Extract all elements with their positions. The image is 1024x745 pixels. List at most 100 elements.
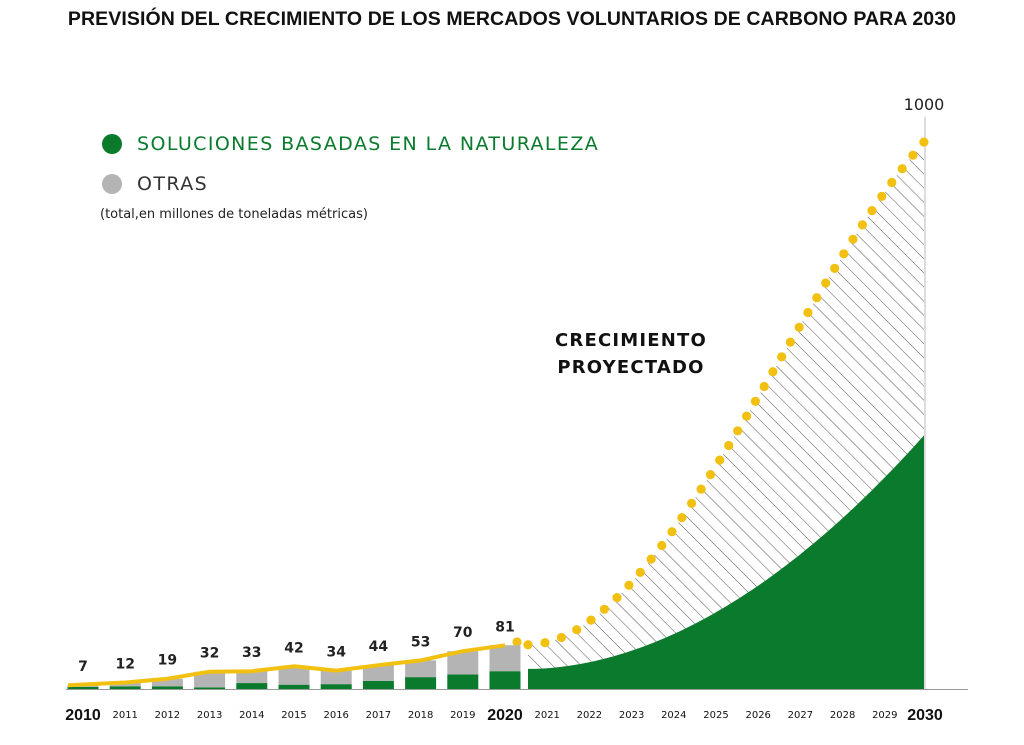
bar-nature-2016	[320, 684, 352, 689]
legend-label-other: OTRAS	[137, 173, 209, 195]
x-tick-label-2011: 2011	[112, 710, 137, 721]
projection-dot	[572, 625, 582, 635]
x-tick-label-2029: 2029	[872, 710, 897, 721]
legend: SOLUCIONES BASADAS EN LA NATURALEZA OTRA…	[102, 124, 599, 204]
bar-nature-2019	[447, 674, 479, 689]
projection-dot	[556, 632, 567, 643]
projection-dot	[696, 484, 706, 494]
x-tick-label-2018: 2018	[408, 710, 433, 721]
x-tick-label-2025: 2025	[703, 710, 728, 721]
bar-other-2019	[447, 651, 479, 675]
projection-dot	[733, 426, 743, 436]
projection-dot	[667, 527, 677, 537]
x-tick-label-2024: 2024	[661, 710, 686, 721]
projection-dot	[715, 455, 725, 465]
bar-other-2016	[320, 670, 352, 685]
x-tick-label-2015: 2015	[281, 710, 306, 721]
bar-other-2020	[489, 645, 521, 672]
chart-title: PREVISIÓN DEL CRECIMIENTO DE LOS MERCADO…	[67, 8, 957, 30]
legend-item-other: OTRAS	[102, 164, 599, 204]
x-tick-label-2019: 2019	[450, 710, 475, 721]
projection-dot	[897, 164, 907, 174]
projection-dot	[768, 367, 778, 377]
data-label-2010: 7	[78, 659, 88, 675]
projection-dot	[908, 150, 918, 160]
data-label-2018: 53	[411, 634, 430, 650]
data-label-2016: 34	[326, 645, 346, 661]
x-tick-label-2016: 2016	[323, 710, 348, 721]
bar-other-2017	[362, 665, 394, 681]
projection-dot	[724, 440, 734, 451]
x-tick-label-2020: 2020	[487, 707, 523, 724]
projection-dot	[612, 593, 622, 603]
data-label-2011: 12	[115, 657, 134, 673]
projection-dot	[830, 263, 840, 273]
bar-nature-2015	[278, 684, 310, 689]
bar-nature-2014	[236, 683, 268, 689]
projection-dot	[523, 640, 533, 650]
total-line-path	[67, 643, 506, 688]
data-label-2013: 32	[200, 646, 219, 662]
projection-dot	[599, 604, 610, 614]
bar-nature-2011	[109, 686, 141, 689]
projection-label-line2: PROYECTADO	[557, 357, 705, 378]
bar-nature-2013	[194, 687, 226, 689]
bar-other-2014	[236, 671, 268, 684]
projection-dot	[687, 498, 697, 508]
projection-dot	[803, 307, 813, 318]
bar-other-2013	[194, 671, 226, 688]
x-tick-label-2010: 2010	[65, 707, 101, 724]
legend-swatch-nature	[102, 134, 122, 154]
legend-label-nature: SOLUCIONES BASADAS EN LA NATURALEZA	[137, 133, 600, 155]
projection-total-dots	[512, 137, 929, 650]
projection-dot	[812, 293, 822, 303]
legend-item-nature: SOLUCIONES BASADAS EN LA NATURALEZA	[102, 124, 599, 164]
bar-other-2015	[278, 666, 310, 685]
projection-dot	[677, 513, 687, 523]
x-tick-label-2027: 2027	[788, 710, 813, 721]
projection-dot	[919, 137, 929, 147]
projection-dot	[839, 249, 849, 259]
data-labels: 7 12 19 32 33 42 34 44 53 70 81 1000	[78, 95, 944, 675]
data-label-2019: 70	[453, 625, 473, 641]
x-tick-label-2022: 2022	[577, 710, 602, 721]
projection-dot	[759, 381, 769, 392]
data-label-2014: 33	[242, 645, 261, 661]
projection-dot	[750, 396, 761, 406]
bar-nature-2018	[405, 677, 437, 689]
x-tick-label-2030: 2030	[907, 707, 943, 724]
x-tick-label-2017: 2017	[366, 710, 391, 721]
projection-dot	[540, 638, 550, 648]
projection-nature-area	[528, 435, 924, 689]
projection-dot	[635, 567, 645, 578]
bar-nature-2020	[489, 671, 521, 689]
data-label-2017: 44	[369, 639, 389, 655]
bar-nature-2012	[151, 686, 183, 689]
x-tick-label-2013: 2013	[197, 710, 222, 721]
bar-other-2018	[405, 660, 437, 678]
x-tick-label-2028: 2028	[830, 710, 855, 721]
projection-dot	[742, 411, 752, 421]
total-line	[67, 643, 506, 688]
unit-note: (total,en millones de toneladas métricas…	[100, 207, 368, 222]
projection-label: CRECIMIENTO PROYECTADO	[528, 327, 734, 381]
projection-dot	[646, 554, 656, 564]
projection-dot	[867, 206, 877, 216]
data-label-2012: 19	[158, 653, 177, 669]
projection-label-line1: CRECIMIENTO	[554, 330, 708, 351]
projection-dot	[512, 637, 522, 647]
projection-dot	[821, 278, 831, 288]
x-tick-label-2014: 2014	[239, 710, 264, 721]
projection-area	[512, 117, 929, 689]
projection-dot	[877, 191, 887, 201]
projection-dot	[857, 220, 868, 230]
data-label-2020: 81	[495, 619, 514, 635]
projection-dot	[705, 470, 716, 480]
x-tick-label-2026: 2026	[745, 710, 770, 721]
projection-dot	[848, 234, 858, 244]
projection-dot	[777, 352, 787, 362]
projection-dot	[785, 337, 796, 347]
bar-other-2012	[151, 678, 183, 687]
projection-dot	[657, 540, 667, 551]
